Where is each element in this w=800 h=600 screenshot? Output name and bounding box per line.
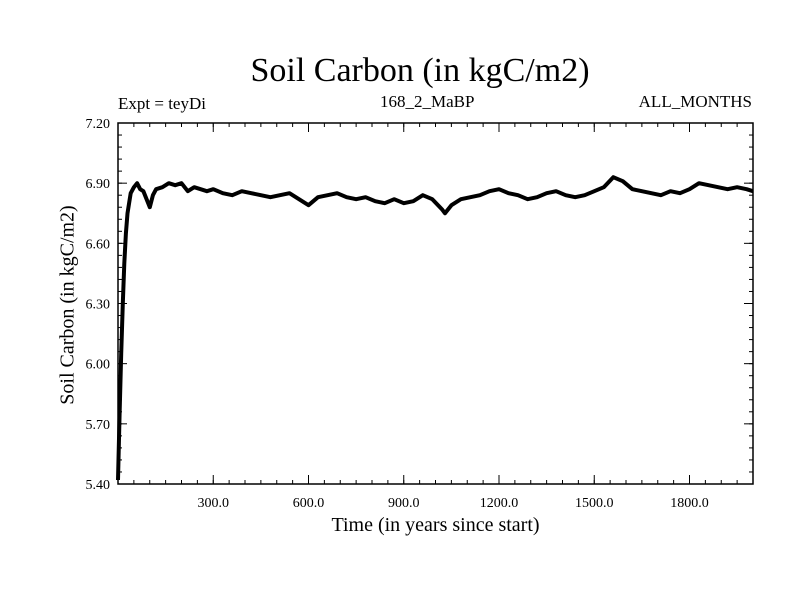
- series-line-soil-carbon: [116, 175, 754, 481]
- x-tick-label: 1500.0: [575, 496, 614, 511]
- x-tick-label: 300.0: [198, 496, 230, 511]
- x-tick-label: 1200.0: [480, 496, 519, 511]
- y-tick-label: 6.90: [86, 177, 111, 192]
- y-tick-label: 5.70: [86, 418, 111, 433]
- months-label: ALL_MONTHS: [638, 92, 752, 111]
- y-tick-label: 6.30: [86, 298, 111, 313]
- x-tick-label: 600.0: [293, 496, 325, 511]
- y-axis-label: Soil Carbon (in kgC/m2): [56, 205, 79, 405]
- period-label: 168_2_MaBP: [380, 92, 475, 111]
- chart-title: Soil Carbon (in kgC/m2): [250, 52, 590, 89]
- y-tick-label: 6.60: [86, 237, 111, 252]
- y-tick-label: 5.40: [86, 478, 111, 493]
- x-tick-label: 1800.0: [670, 496, 709, 511]
- plot-frame: [117, 122, 754, 485]
- experiment-label: Expt = teyDi: [118, 94, 206, 113]
- y-tick-label: 6.00: [86, 358, 111, 373]
- x-tick-label: 900.0: [388, 496, 420, 511]
- y-tick-label: 7.20: [86, 117, 111, 132]
- x-axis-label: Time (in years since start): [331, 514, 540, 536]
